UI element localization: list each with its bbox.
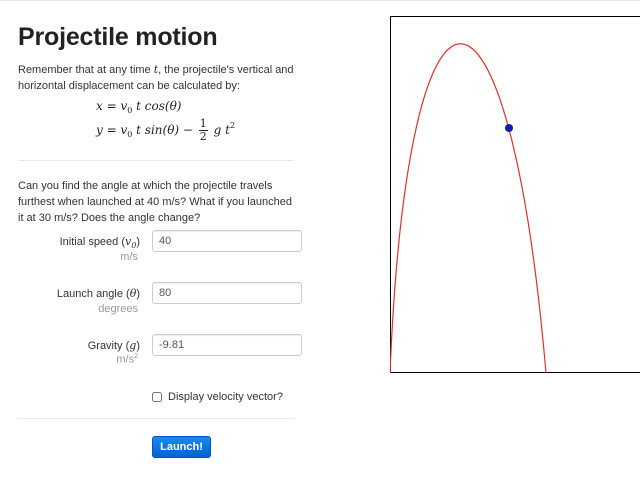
gravity-unit: m/s2 [116,353,138,366]
top-divider [0,0,640,1]
speed-label: Initial speed (v0) [59,235,140,250]
speed-unit: m/s [120,251,138,263]
gravity-label: Gravity (g) [87,339,140,352]
question-text: Can you find the angle at which the proj… [18,180,292,224]
page-title: Projectile motion [18,23,218,51]
projectile-ball [505,124,513,132]
angle-input[interactable] [152,282,302,304]
velocity-vector-label: Display velocity vector? [168,391,283,403]
plot-frame [390,16,640,373]
equation-x: x = v0 t cos(θ) [96,99,182,115]
speed-input[interactable] [152,230,302,252]
velocity-vector-checkbox[interactable] [152,392,162,402]
angle-label: Launch angle (θ) [56,287,140,300]
gravity-input[interactable] [152,334,302,356]
angle-unit: degrees [98,303,138,315]
trajectory-plot [390,16,640,373]
intro-text: Remember that at any time t, the project… [18,63,294,92]
velocity-vector-option[interactable]: Display velocity vector? [152,391,283,403]
launch-button[interactable]: Launch! [152,436,211,458]
divider-2 [18,418,294,419]
divider [18,160,294,161]
trajectory-curve [390,43,547,373]
